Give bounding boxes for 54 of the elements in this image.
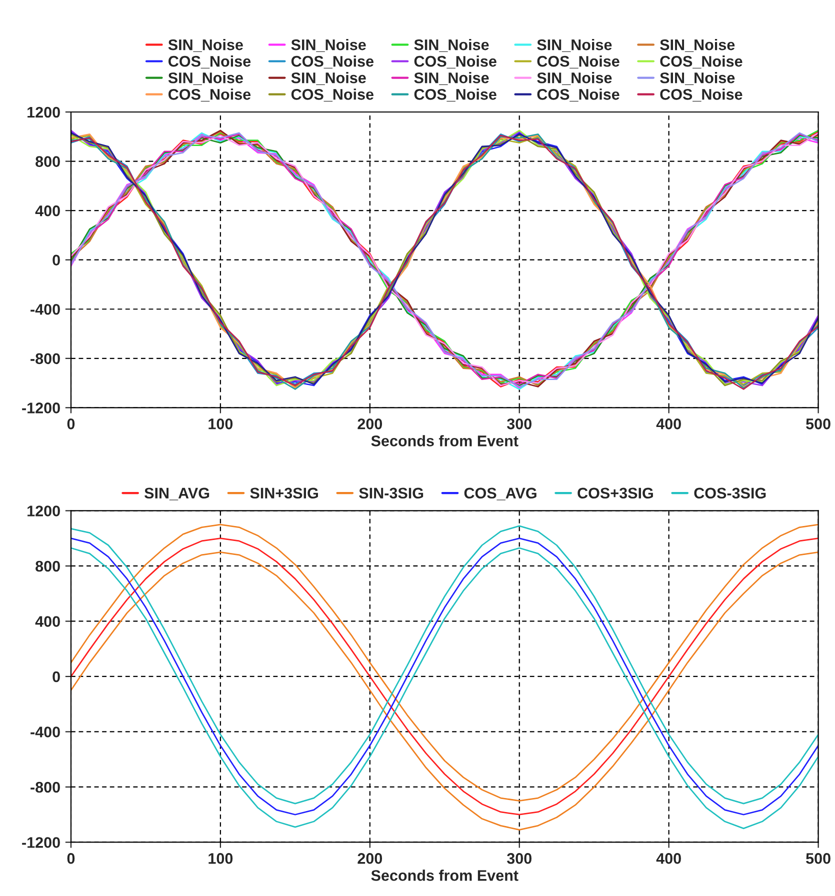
- y-tick-label: -1200: [22, 402, 60, 414]
- legend-label: COS_AVG: [464, 488, 536, 500]
- y-tick-label: 1200: [28, 506, 60, 516]
- legend-label: COS_Noise: [660, 56, 742, 68]
- legend-label: COS_Noise: [291, 56, 374, 68]
- legend-label: COS+3SIG: [578, 488, 653, 499]
- x-tick-label: 400: [656, 853, 681, 864]
- y-tick-label: 0: [52, 254, 60, 266]
- legend-label: SIN_Noise: [291, 38, 366, 52]
- legend-label: COS-3SIG: [694, 488, 766, 499]
- legend-label: SIN_Noise: [414, 38, 489, 52]
- legend-label: COS_Noise: [537, 56, 620, 68]
- x-tick-label: 200: [358, 853, 382, 864]
- legend-label: SIN+3SIG: [250, 488, 318, 499]
- x-axis-title: Seconds from Event: [371, 435, 518, 446]
- legend-label: SIN_Noise: [168, 72, 243, 85]
- y-tick-label: 1200: [28, 106, 60, 118]
- y-tick-label: 800: [36, 560, 60, 572]
- legend-label: SIN_Noise: [168, 38, 243, 52]
- legend-label: SIN_Noise: [660, 72, 735, 85]
- y-tick-label: 400: [35, 205, 60, 216]
- x-axis-title: Seconds from Event: [371, 870, 518, 881]
- y-tick-label: -400: [30, 304, 60, 315]
- y-tick-label: -1200: [22, 837, 60, 848]
- legend-label: SIN-3SIG: [359, 488, 424, 499]
- legend-label: COS_Noise: [414, 88, 496, 102]
- legend-label: SIN_Noise: [537, 38, 612, 52]
- legend-label: SIN_Noise: [660, 38, 735, 52]
- x-tick-label: 200: [358, 418, 382, 430]
- legend-label: COS_Noise: [537, 88, 620, 102]
- y-tick-label: 0: [52, 671, 60, 682]
- legend-label: SIN_Noise: [291, 72, 366, 85]
- x-tick-label: 500: [806, 418, 830, 430]
- legend-label: COS_Noise: [414, 56, 496, 68]
- legend-label: SIN_AVG: [144, 488, 210, 500]
- x-tick-label: 100: [208, 853, 233, 864]
- x-tick-label: 400: [656, 418, 681, 430]
- x-tick-label: 100: [208, 418, 233, 430]
- y-tick-label: -800: [30, 353, 60, 364]
- y-tick-label: 400: [35, 616, 60, 627]
- legend-label: COS_Noise: [168, 56, 251, 68]
- x-tick-label: 300: [506, 418, 532, 430]
- y-tick-label: -800: [30, 782, 60, 793]
- y-tick-label: 800: [36, 156, 60, 167]
- legend-label: COS_Noise: [660, 88, 742, 102]
- x-tick-label: 500: [806, 853, 830, 864]
- legend-label: COS_Noise: [291, 88, 374, 102]
- x-tick-label: 0: [67, 418, 75, 430]
- x-tick-label: 300: [506, 853, 532, 864]
- legend-label: SIN_Noise: [537, 72, 612, 85]
- legend-label: SIN_Noise: [414, 72, 489, 85]
- x-tick-label: 0: [67, 853, 75, 864]
- y-tick-label: -400: [30, 726, 60, 738]
- legend-label: COS_Noise: [168, 88, 251, 102]
